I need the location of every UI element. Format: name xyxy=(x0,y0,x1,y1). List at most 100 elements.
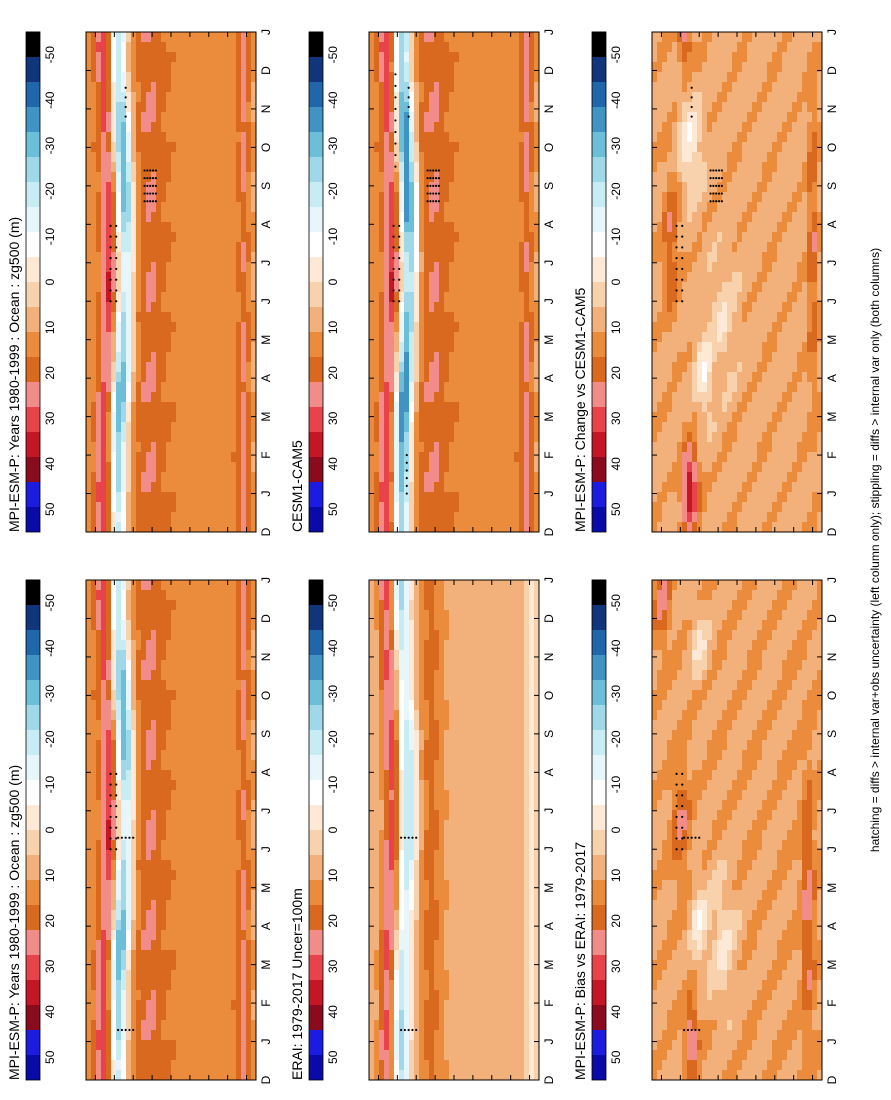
heatmap-cell xyxy=(96,619,102,630)
heatmap-cell xyxy=(489,599,495,610)
heatmap-cell xyxy=(146,989,152,1000)
heatmap-cell xyxy=(464,1049,470,1060)
heatmap-cell xyxy=(682,979,688,990)
heatmap-cell xyxy=(737,889,743,900)
heatmap-cell xyxy=(404,1069,410,1080)
heatmap-cell xyxy=(464,1069,470,1080)
heatmap-cell xyxy=(444,599,450,610)
heatmap-cell xyxy=(717,859,723,870)
heatmap-cell xyxy=(469,959,475,970)
heatmap-cell xyxy=(747,629,753,640)
heatmap-cell xyxy=(121,719,127,730)
heatmap-cell xyxy=(509,719,515,730)
colorbar-swatch xyxy=(26,1029,40,1055)
heatmap-cell xyxy=(216,799,222,810)
heatmap-cell xyxy=(652,759,658,770)
heatmap-cell xyxy=(141,1029,147,1040)
heatmap-cell xyxy=(181,789,187,800)
heatmap-cell xyxy=(121,579,127,590)
heatmap-cell xyxy=(707,979,713,990)
heatmap-cell xyxy=(86,909,92,920)
heatmap-cell xyxy=(419,909,425,920)
heatmap-cell xyxy=(211,909,217,920)
heatmap-cell xyxy=(494,869,500,880)
heatmap-cell xyxy=(464,1039,470,1050)
heatmap-cell xyxy=(757,659,763,670)
heatmap-cell xyxy=(757,949,763,960)
heatmap-cell xyxy=(146,1029,152,1040)
heatmap-cell xyxy=(429,1049,435,1060)
heatmap-cell xyxy=(146,919,152,930)
heatmap-cell xyxy=(687,749,693,760)
stipple-dot xyxy=(407,836,410,839)
heatmap-cell xyxy=(419,969,425,980)
heatmap-cell xyxy=(534,989,540,1000)
heatmap-cell xyxy=(156,909,162,920)
colorbar-tick-label: -10 xyxy=(326,776,340,794)
heatmap-cell xyxy=(404,659,410,670)
heatmap-cell xyxy=(216,1009,222,1020)
heatmap-cell xyxy=(414,1039,420,1050)
heatmap-cell xyxy=(687,879,693,890)
heatmap-cell xyxy=(161,799,167,810)
heatmap-cell xyxy=(757,749,763,760)
heatmap-cell xyxy=(384,659,390,670)
heatmap-cell xyxy=(131,989,137,1000)
heatmap-cell xyxy=(126,689,132,700)
heatmap-cell xyxy=(86,609,92,620)
heatmap-cell xyxy=(707,699,713,710)
heatmap-cell xyxy=(429,589,435,600)
heatmap-cell xyxy=(196,889,202,900)
heatmap-cell xyxy=(151,819,157,830)
heatmap-cell xyxy=(221,909,227,920)
heatmap-cell xyxy=(141,979,147,990)
heatmap-cell xyxy=(246,929,252,940)
heatmap-cell xyxy=(136,919,142,930)
heatmap-cell xyxy=(136,749,142,760)
heatmap-cell xyxy=(246,609,252,620)
heatmap-cell xyxy=(384,1059,390,1070)
heatmap-cell xyxy=(151,609,157,620)
heatmap-cell xyxy=(672,739,678,750)
heatmap-cell xyxy=(141,989,147,1000)
heatmap-cell xyxy=(662,729,668,740)
heatmap-cell xyxy=(136,659,142,670)
heatmap-cell xyxy=(752,1009,758,1020)
heatmap-cell xyxy=(231,829,237,840)
heatmap-cell xyxy=(707,779,713,790)
heatmap-cell xyxy=(524,969,530,980)
heatmap-cell xyxy=(469,689,475,700)
heatmap-cell xyxy=(484,979,490,990)
heatmap-cell xyxy=(409,1009,415,1020)
heatmap-cell xyxy=(146,579,152,590)
heatmap-cell xyxy=(414,669,420,680)
heatmap-cell xyxy=(782,889,788,900)
heatmap-cell xyxy=(181,779,187,790)
colorbar-swatch xyxy=(26,1054,40,1080)
heatmap-cell xyxy=(186,659,192,670)
stipple-dot xyxy=(115,772,118,775)
heatmap-cell xyxy=(116,779,122,790)
heatmap-cell xyxy=(444,939,450,950)
heatmap-cell xyxy=(241,699,247,710)
heatmap-cell xyxy=(181,1009,187,1020)
heatmap-cell xyxy=(369,839,375,850)
heatmap-cell xyxy=(91,929,97,940)
heatmap-cell xyxy=(394,1069,400,1080)
heatmap-cell xyxy=(534,739,540,750)
heatmap-cell xyxy=(444,819,450,830)
heatmap-cell xyxy=(662,899,668,910)
colorbar-tick-label: 30 xyxy=(609,959,623,973)
heatmap-cell xyxy=(226,619,232,630)
heatmap-cell xyxy=(201,829,207,840)
heatmap-cell xyxy=(697,609,703,620)
heatmap-cell xyxy=(424,849,430,860)
heatmap-cell xyxy=(251,729,257,740)
heatmap-cell xyxy=(166,849,172,860)
heatmap-cell xyxy=(737,839,743,850)
heatmap-cell xyxy=(469,649,475,660)
heatmap-cell xyxy=(657,859,663,870)
heatmap-cell xyxy=(672,979,678,990)
heatmap-cell xyxy=(534,729,540,740)
